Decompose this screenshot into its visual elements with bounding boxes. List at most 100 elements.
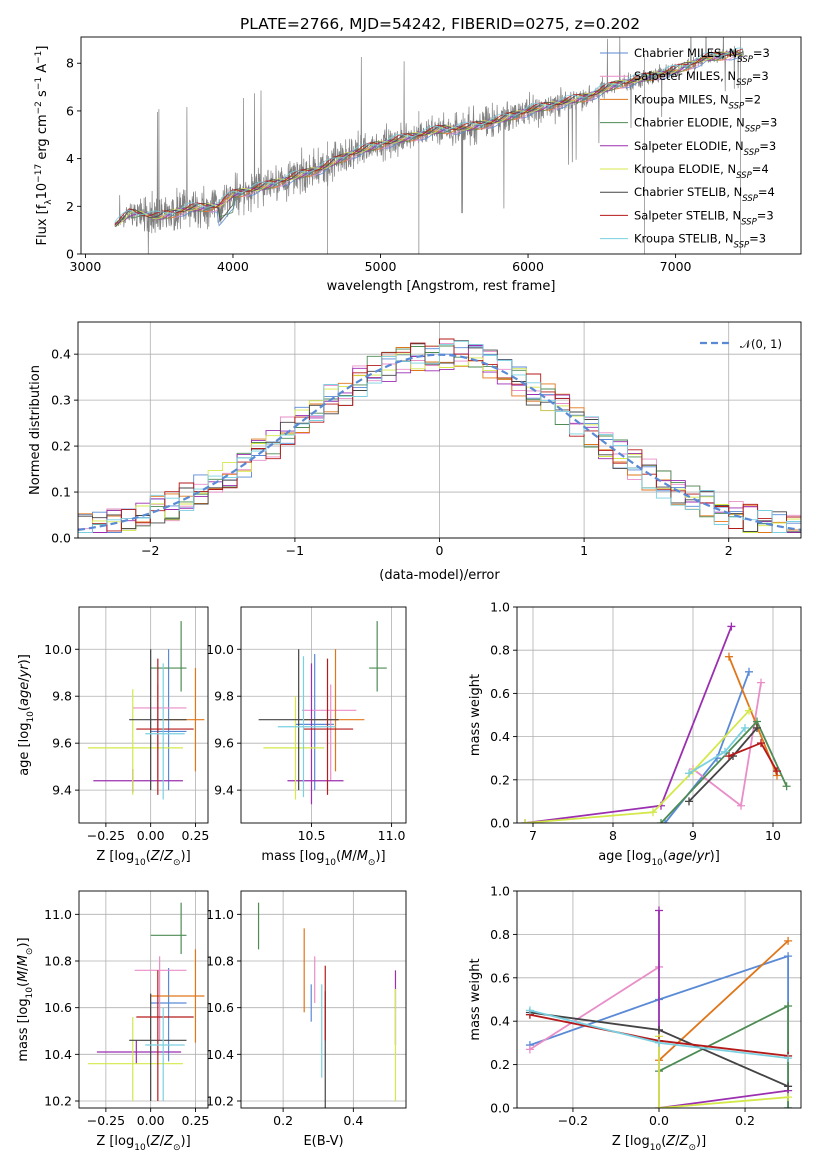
weight-series-chabrier-stelib — [685, 723, 761, 806]
y-tick-label: 9.4 — [214, 783, 234, 798]
y-tick-label: 9.6 — [52, 736, 72, 751]
x-axis-label-math: Z — [163, 849, 174, 864]
x-axis-label: E(B-V) — [303, 1134, 343, 1149]
x-axis-label-math: / — [160, 1134, 165, 1149]
y-tick-label: 9.6 — [214, 736, 234, 751]
y-tick-label: 11.0 — [206, 907, 234, 922]
weight-series-kroupa-elodie — [521, 706, 753, 823]
errorbar-salpeter-miles — [301, 684, 357, 781]
plot-area-z-mass — [87, 902, 205, 1101]
legend-entry-sub: SSP — [734, 241, 750, 251]
x-axis-label-math: Z — [679, 1134, 690, 1149]
axes-frame-z-age — [78, 606, 209, 824]
legend-entry-count: =4 — [752, 162, 769, 176]
weight-point-marker — [753, 723, 761, 732]
legend-entry-count: =2 — [744, 92, 761, 106]
y-tick-label: 1.0 — [490, 884, 510, 899]
legend-entry: Kroupa MILES, NSSP=2 — [634, 92, 761, 111]
plot-area-residuals — [78, 338, 801, 533]
weight-point-marker — [745, 706, 753, 715]
y-tick-label: 0.0 — [490, 1101, 510, 1116]
model-line-chabrier-stelib — [114, 51, 744, 228]
x-tick-label: 0.4 — [343, 1113, 363, 1128]
y-axis-label-math: / — [17, 677, 32, 682]
y-tick-label: 10.6 — [206, 1000, 234, 1015]
legend-entry-count: =4 — [758, 185, 775, 199]
weight-series-salpeter-elodie — [521, 622, 736, 823]
model-line-chabrier-elodie — [114, 51, 744, 224]
errorbar-kroupa-miles — [150, 949, 205, 1043]
x-tick-label: −1 — [286, 543, 304, 558]
y-axis-label-math: −1 — [34, 51, 44, 64]
legend-entry-label: Chabrier MILES, N — [634, 46, 737, 60]
y-tick-label: 9.8 — [52, 689, 72, 704]
x-axis-label-math: 10 — [134, 1143, 146, 1153]
x-axis-label-math: )] — [710, 849, 720, 864]
y-axis-label-math: −1 — [34, 77, 44, 90]
x-tick-label: 10.5 — [298, 828, 326, 843]
x-axis-label-math: ⊙ — [368, 858, 376, 868]
y-tick-label: 11.0 — [44, 907, 72, 922]
errorbar-chabrier-elodie — [369, 621, 387, 692]
weight-point-marker — [784, 1054, 793, 1063]
x-axis-label-math: )] — [696, 1134, 706, 1149]
weight-point-marker — [782, 782, 791, 791]
weight-line — [728, 741, 778, 772]
axes-frame-spectrum — [80, 36, 802, 255]
legend-entry-count: =3 — [752, 69, 769, 83]
y-axis-label-math: −17 — [34, 164, 44, 183]
x-tick-label: 7000 — [660, 259, 692, 274]
x-axis-label: Z [log10(Z/Z⊙)] — [96, 849, 190, 868]
x-axis-label: mass [log10(M/M⊙)] — [261, 849, 385, 868]
x-axis-label-math: age — [668, 849, 692, 864]
x-axis-label-math: ( — [146, 849, 151, 864]
chart-ebv-mass: 0.2 0.4 10.2 10.4 10.6 10.8 11.0 E(B-V) — [206, 890, 407, 1149]
y-tick-label: 0.4 — [51, 347, 71, 362]
y-tick-label: 10.0 — [206, 642, 234, 657]
x-axis-label-text: Z [log — [96, 849, 134, 864]
y-axis-label-math: 10 — [35, 183, 50, 200]
legend-entry-count: =3 — [749, 232, 766, 246]
x-tick-label: −2 — [141, 543, 159, 558]
x-tick-label: 0.2 — [273, 1113, 293, 1128]
y-tick-label: 10.8 — [44, 954, 72, 969]
plot-area-mass-age — [258, 621, 387, 805]
weight-series-salpeter-miles — [525, 962, 663, 1054]
y-axis-label-math: )] — [16, 937, 31, 947]
x-axis-label-math: )] — [375, 849, 385, 864]
weight-series-salpeter-stelib — [725, 739, 781, 776]
y-tick-label: 0.8 — [490, 643, 510, 658]
x-axis-label: wavelength [Angstrom, rest frame] — [327, 279, 556, 294]
legend-entry: Salpeter ELODIE, NSSP=3 — [634, 139, 776, 158]
weight-series-chabrier-elodie — [657, 717, 791, 823]
x-axis-label-text: age [log — [598, 849, 651, 864]
y-axis-label-math: age — [17, 682, 32, 706]
y-tick-label: 10.2 — [206, 1094, 234, 1109]
x-axis-label: (data-model)/error — [379, 568, 500, 583]
y-tick-label: 10.4 — [206, 1047, 234, 1062]
weight-point-marker — [649, 808, 657, 817]
weight-series-kroupa-stelib — [525, 1006, 793, 1063]
weight-point-marker — [784, 1002, 793, 1011]
x-tick-label: −0.25 — [87, 828, 125, 843]
weight-point-marker — [757, 678, 765, 687]
legend-entry-sub: SSP — [736, 171, 752, 181]
y-tick-label: 9.8 — [214, 689, 234, 704]
legend-entry-count: =3 — [753, 46, 770, 60]
weight-point-marker — [685, 769, 693, 778]
weight-point-marker — [685, 797, 693, 806]
y-tick-label: 0.2 — [51, 439, 71, 454]
y-tick-label: 0.0 — [51, 531, 71, 546]
plot-area-z-age — [87, 621, 205, 800]
axes-frame-z-mass — [78, 890, 209, 1109]
errorbar-chabrier-miles — [295, 653, 334, 791]
errorbar-kroupa-stelib — [277, 656, 336, 798]
x-axis-label-math: Z — [665, 1134, 676, 1149]
x-tick-label: 0 — [436, 543, 444, 558]
x-axis-label-math: ( — [336, 849, 341, 864]
x-tick-label: 0.25 — [182, 1113, 210, 1128]
errorbar-salpeter-miles — [134, 956, 187, 1041]
y-tick-label: 1.0 — [490, 600, 510, 615]
y-tick-label: 0.1 — [51, 485, 71, 500]
x-tick-label: 8 — [609, 828, 617, 843]
